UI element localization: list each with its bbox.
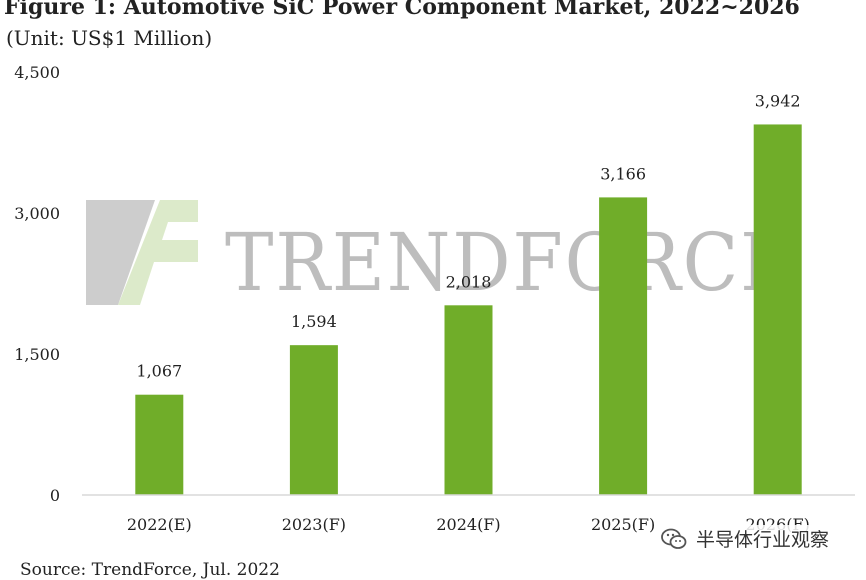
y-tick-label: 0 [50,486,60,505]
bar [135,394,184,495]
chart-title: Figure 1: Automotive SiC Power Component… [4,0,800,20]
trendforce-logo-icon [86,200,198,305]
wechat-icon [661,528,687,549]
bar [753,124,802,496]
bar [599,197,648,495]
bar [444,305,493,495]
wechat-badge: 半导体行业观察 [660,525,832,552]
x-tick-label: 2023(F) [282,515,346,534]
wechat-account-name: 半导体行业观察 [694,525,832,552]
logo-gray-shape [86,200,155,305]
y-tick-label: 3,000 [14,204,60,223]
y-tick-label: 1,500 [14,345,60,364]
source-note: Source: TrendForce, Jul. 2022 [20,560,280,580]
logo-green-shape [118,200,198,305]
x-tick-label: 2025(F) [591,515,655,534]
data-labels: 1,067 1,594 2,018 3,166 3,942 [136,91,800,380]
bar-series [135,124,802,496]
x-tick-label: 2024(F) [436,515,500,534]
chart-subtitle: (Unit: US$1 Million) [6,26,213,50]
data-label: 1,067 [136,362,182,381]
watermark-text: TRENDFORCE [225,216,795,309]
data-label: 3,166 [600,164,646,183]
y-axis: 0 1,500 3,000 4,500 [14,63,60,505]
data-label: 1,594 [291,312,337,331]
data-label: 2,018 [446,272,492,291]
bar [289,345,338,495]
data-label: 3,942 [755,91,801,110]
y-tick-label: 4,500 [14,63,60,82]
x-tick-label: 2022(E) [127,515,192,534]
